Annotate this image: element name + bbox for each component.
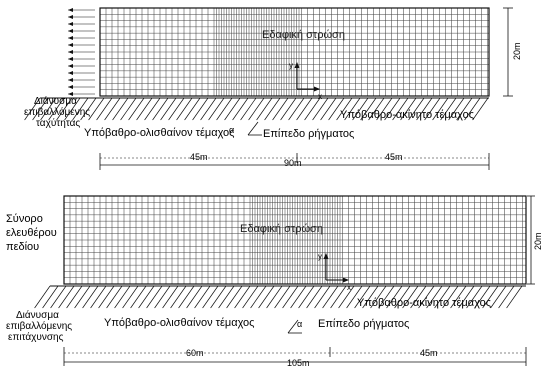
bottom-axes-icon: y x [318,252,351,292]
top-soil-layer-label: Εδαφική στρώση [262,29,345,41]
svg-text:ελευθέρου: ελευθέρου [6,227,57,239]
svg-text:πεδίου: πεδίου [6,241,39,253]
top-left-dim-label: 45m [190,152,208,162]
top-total-dim-label: 90m [284,158,302,168]
top-panel: Εδαφική στρώση y x 20m Διάνυσμα επιβαλλό… [24,7,522,170]
svg-text:Διάνυσμα: Διάνυσμα [16,309,59,321]
top-right-dim-label: 45m [385,152,403,162]
top-fixed-base-label: Υπόβαθρο-ακίνητο τέμαχος [340,109,474,121]
bottom-fixed-base-label: Υπόβαθρο-ακίνητο τέμαχος [357,297,491,309]
bottom-free-field-label: Σύνορο ελευθέρου πεδίου [6,213,57,253]
top-mesh-outline [99,7,490,97]
bottom-input-vector-label: Διάνυσμα επιβαλλόμενης επιτάχυνσης [6,309,72,343]
bottom-fault-angle-icon [287,319,302,334]
bottom-height-dimension: 20m [527,195,542,285]
svg-text:Σύνορο: Σύνορο [6,213,43,225]
top-height-dimension: 20m [503,7,522,97]
top-axis-x-label: x [318,92,322,101]
bottom-soil-layer-label: Εδαφική στρώση [240,223,323,235]
bottom-width-dimensions: 60m 105m 45m [63,347,527,368]
top-angle-symbol: α [229,125,234,135]
bottom-angle-symbol: α [297,319,302,329]
bottom-fault-plane-label: Επίπεδο ρήγματος [318,318,409,330]
bottom-mesh-grid [63,195,526,285]
svg-text:επιβαλλόμενης: επιβαλλόμενης [6,320,72,332]
bottom-right-dim-label: 45m [420,348,438,358]
top-velocity-arrows [68,8,95,96]
bottom-left-dim-label: 60m [186,348,204,358]
top-height-dim-label: 20m [512,42,522,60]
bottom-axis-x-label: x [347,283,351,292]
bottom-height-dim-label: 20m [533,232,542,250]
svg-text:επιβαλλόμενης: επιβαλλόμενης [24,106,90,118]
top-sliding-base-label: Υπόβαθρο-ολισθαίνον τέμαχος [84,127,234,139]
top-axes-icon: y x [289,61,322,101]
top-fault-plane-label: Επίπεδο ρήγματος [263,128,354,140]
bottom-sliding-base-label: Υπόβαθρο-ολισθαίνον τέμαχος [104,317,254,329]
svg-text:επιτάχυνσης: επιτάχυνσης [8,331,64,343]
top-base-hatch [24,97,489,121]
bottom-panel: Εδαφική στρώση y x 20m Σύνορο ελευθέρου … [6,195,542,368]
top-mesh-grid [99,7,489,97]
bottom-base-hatch [34,285,526,309]
top-width-dimensions: 45m 90m 45m [99,152,490,170]
top-axis-y-label: y [289,61,293,70]
svg-text:Διάνυσμα: Διάνυσμα [34,95,77,107]
bottom-axis-y-label: y [318,252,322,261]
svg-text:ταχύτητας: ταχύτητας [36,117,80,129]
top-fault-angle-icon [247,121,262,136]
top-input-vector-label: Διάνυσμα επιβαλλόμενης ταχύτητας [24,95,90,129]
bottom-mesh-outline [63,195,527,285]
bottom-total-dim-label: 105m [287,358,310,368]
